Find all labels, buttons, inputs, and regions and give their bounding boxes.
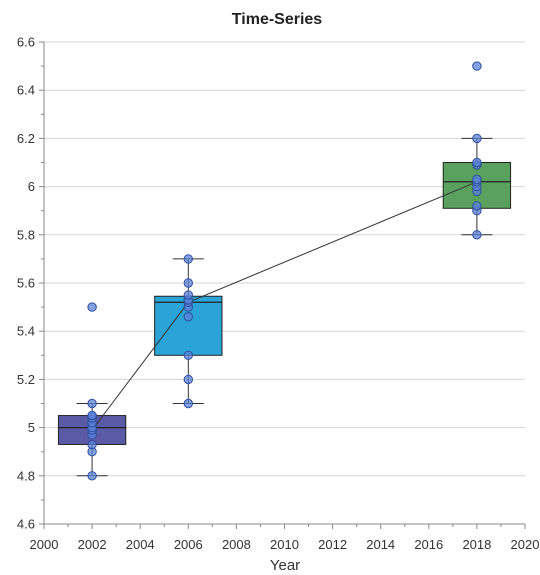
data-point [472,157,482,168]
x-tick-label: 2008 [222,537,251,552]
grid [43,41,525,525]
data-point [183,374,194,385]
data-point [183,350,194,360]
x-tick-label: 2000 [30,537,59,552]
data-point [87,302,97,312]
x-tick-label: 2002 [78,537,107,552]
y-tick-label: 4.8 [17,468,35,483]
trend-line [91,181,478,431]
x-axis-label: Year [270,557,300,574]
y-axis-ticks: 4.6 4.8 5 5.2 5.4 5.6 5.8 6 6.2 6.4 6.6 [17,35,44,532]
data-point [472,133,482,144]
data-point [183,290,194,300]
data-point [183,278,194,288]
x-axis-ticks: 2000 2002 2004 2006 2008 2010 2012 2014 2016 2018… [30,524,540,552]
y-tick-label: 5 [28,420,35,435]
x-tick-label: 2014 [366,537,395,552]
y-tick-label: 6.2 [17,131,35,146]
data-point [472,201,482,211]
y-tick-label: 4.6 [17,517,35,532]
data-points [87,61,482,481]
data-point [183,312,194,322]
x-tick-label: 2006 [174,537,203,552]
data-point [87,439,97,450]
data-point [87,398,97,409]
x-tick-label: 2018 [462,537,491,552]
x-tick-label: 2020 [511,537,540,552]
mean-trend-line [91,181,478,431]
data-point [472,61,482,71]
data-point [472,174,482,185]
data-point [183,254,194,264]
y-tick-label: 5.8 [17,227,35,242]
x-tick-label: 2004 [126,537,155,552]
y-tick-label: 5.6 [17,276,35,291]
x-tick-label: 2010 [270,537,299,552]
y-tick-label: 6.4 [17,83,35,98]
chart-title: Time-Series [232,11,323,28]
boxes [57,137,512,477]
data-point [472,230,482,240]
y-tick-label: 5.4 [17,324,35,339]
x-tick-label: 2012 [318,537,347,552]
y-tick-label: 6.6 [17,35,35,50]
x-tick-label: 2016 [414,537,443,552]
data-point [87,471,97,481]
data-point [183,398,194,409]
data-point [87,410,97,421]
y-tick-label: 5.2 [17,372,35,387]
y-tick-label: 6 [28,179,35,194]
